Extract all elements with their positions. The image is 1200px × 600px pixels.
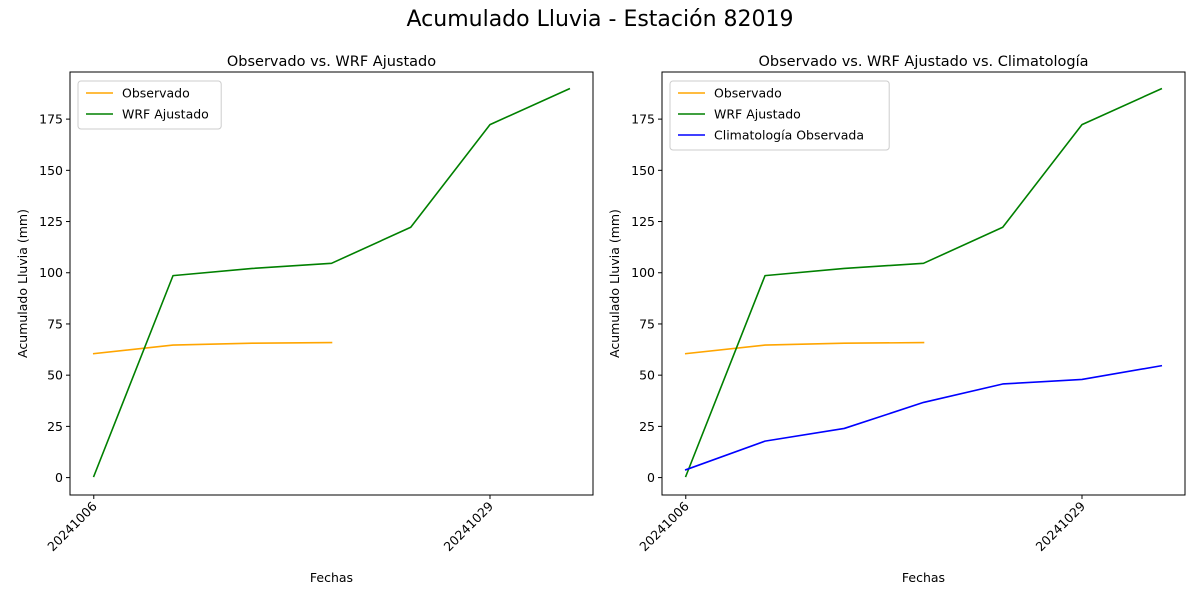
x-tick-label: 20241006: [44, 498, 100, 554]
y-tick-label: 50: [639, 368, 655, 383]
y-tick-label: 75: [47, 316, 63, 331]
y-axis-label: Acumulado Lluvia (mm): [607, 209, 622, 358]
legend-label: WRF Ajustado: [122, 107, 209, 122]
subplot-title: Observado vs. WRF Ajustado: [227, 54, 436, 70]
y-tick-label: 125: [39, 214, 63, 229]
x-tick-label: 20241029: [1033, 498, 1089, 554]
series-line-2: [92, 87, 571, 478]
series-line-1: [92, 341, 333, 355]
series-line-3: [684, 364, 1163, 471]
x-axis-label: Fechas: [310, 570, 353, 585]
y-axis-label: Acumulado Lluvia (mm): [15, 209, 30, 358]
legend-label: WRF Ajustado: [714, 107, 801, 122]
subplot-title: Observado vs. WRF Ajustado vs. Climatolo…: [759, 54, 1089, 70]
legend-label: Climatología Observada: [714, 128, 864, 143]
y-tick-label: 100: [39, 265, 63, 280]
y-tick-label: 50: [47, 368, 63, 383]
x-tick-label: 20241029: [441, 498, 497, 554]
legend-box: [669, 80, 890, 151]
y-tick-label: 75: [639, 316, 655, 331]
axes-frame: [69, 71, 594, 496]
legend-box: [77, 80, 222, 130]
x-tick-label: 20241006: [636, 498, 692, 554]
legend-label: Observado: [714, 86, 782, 101]
y-tick-label: 0: [647, 470, 655, 485]
y-tick-label: 0: [55, 470, 63, 485]
y-tick-label: 150: [631, 163, 655, 178]
y-tick-label: 175: [631, 112, 655, 127]
y-tick-label: 100: [631, 265, 655, 280]
y-tick-label: 25: [639, 419, 655, 434]
series-line-2: [684, 87, 1163, 478]
figure-suptitle: Acumulado Lluvia - Estación 82019: [406, 7, 794, 32]
axes-frame: [661, 71, 1186, 496]
y-tick-label: 125: [631, 214, 655, 229]
legend: Observado WRF Ajustado Climatología Observ…: [669, 80, 890, 151]
series-line-1: [684, 341, 925, 355]
legend: Observado WRF Ajustado: [77, 80, 222, 130]
subplot-2: Observado vs. WRF Ajustado vs. Climatolo…: [607, 54, 1186, 585]
legend-label: Observado: [122, 86, 190, 101]
subplot-1: Observado vs. WRF Ajustado 0 25 50 75 100 125 1…: [15, 54, 594, 585]
y-tick-label: 25: [47, 419, 63, 434]
y-tick-label: 150: [39, 163, 63, 178]
x-axis-label: Fechas: [902, 570, 945, 585]
y-tick-label: 175: [39, 112, 63, 127]
